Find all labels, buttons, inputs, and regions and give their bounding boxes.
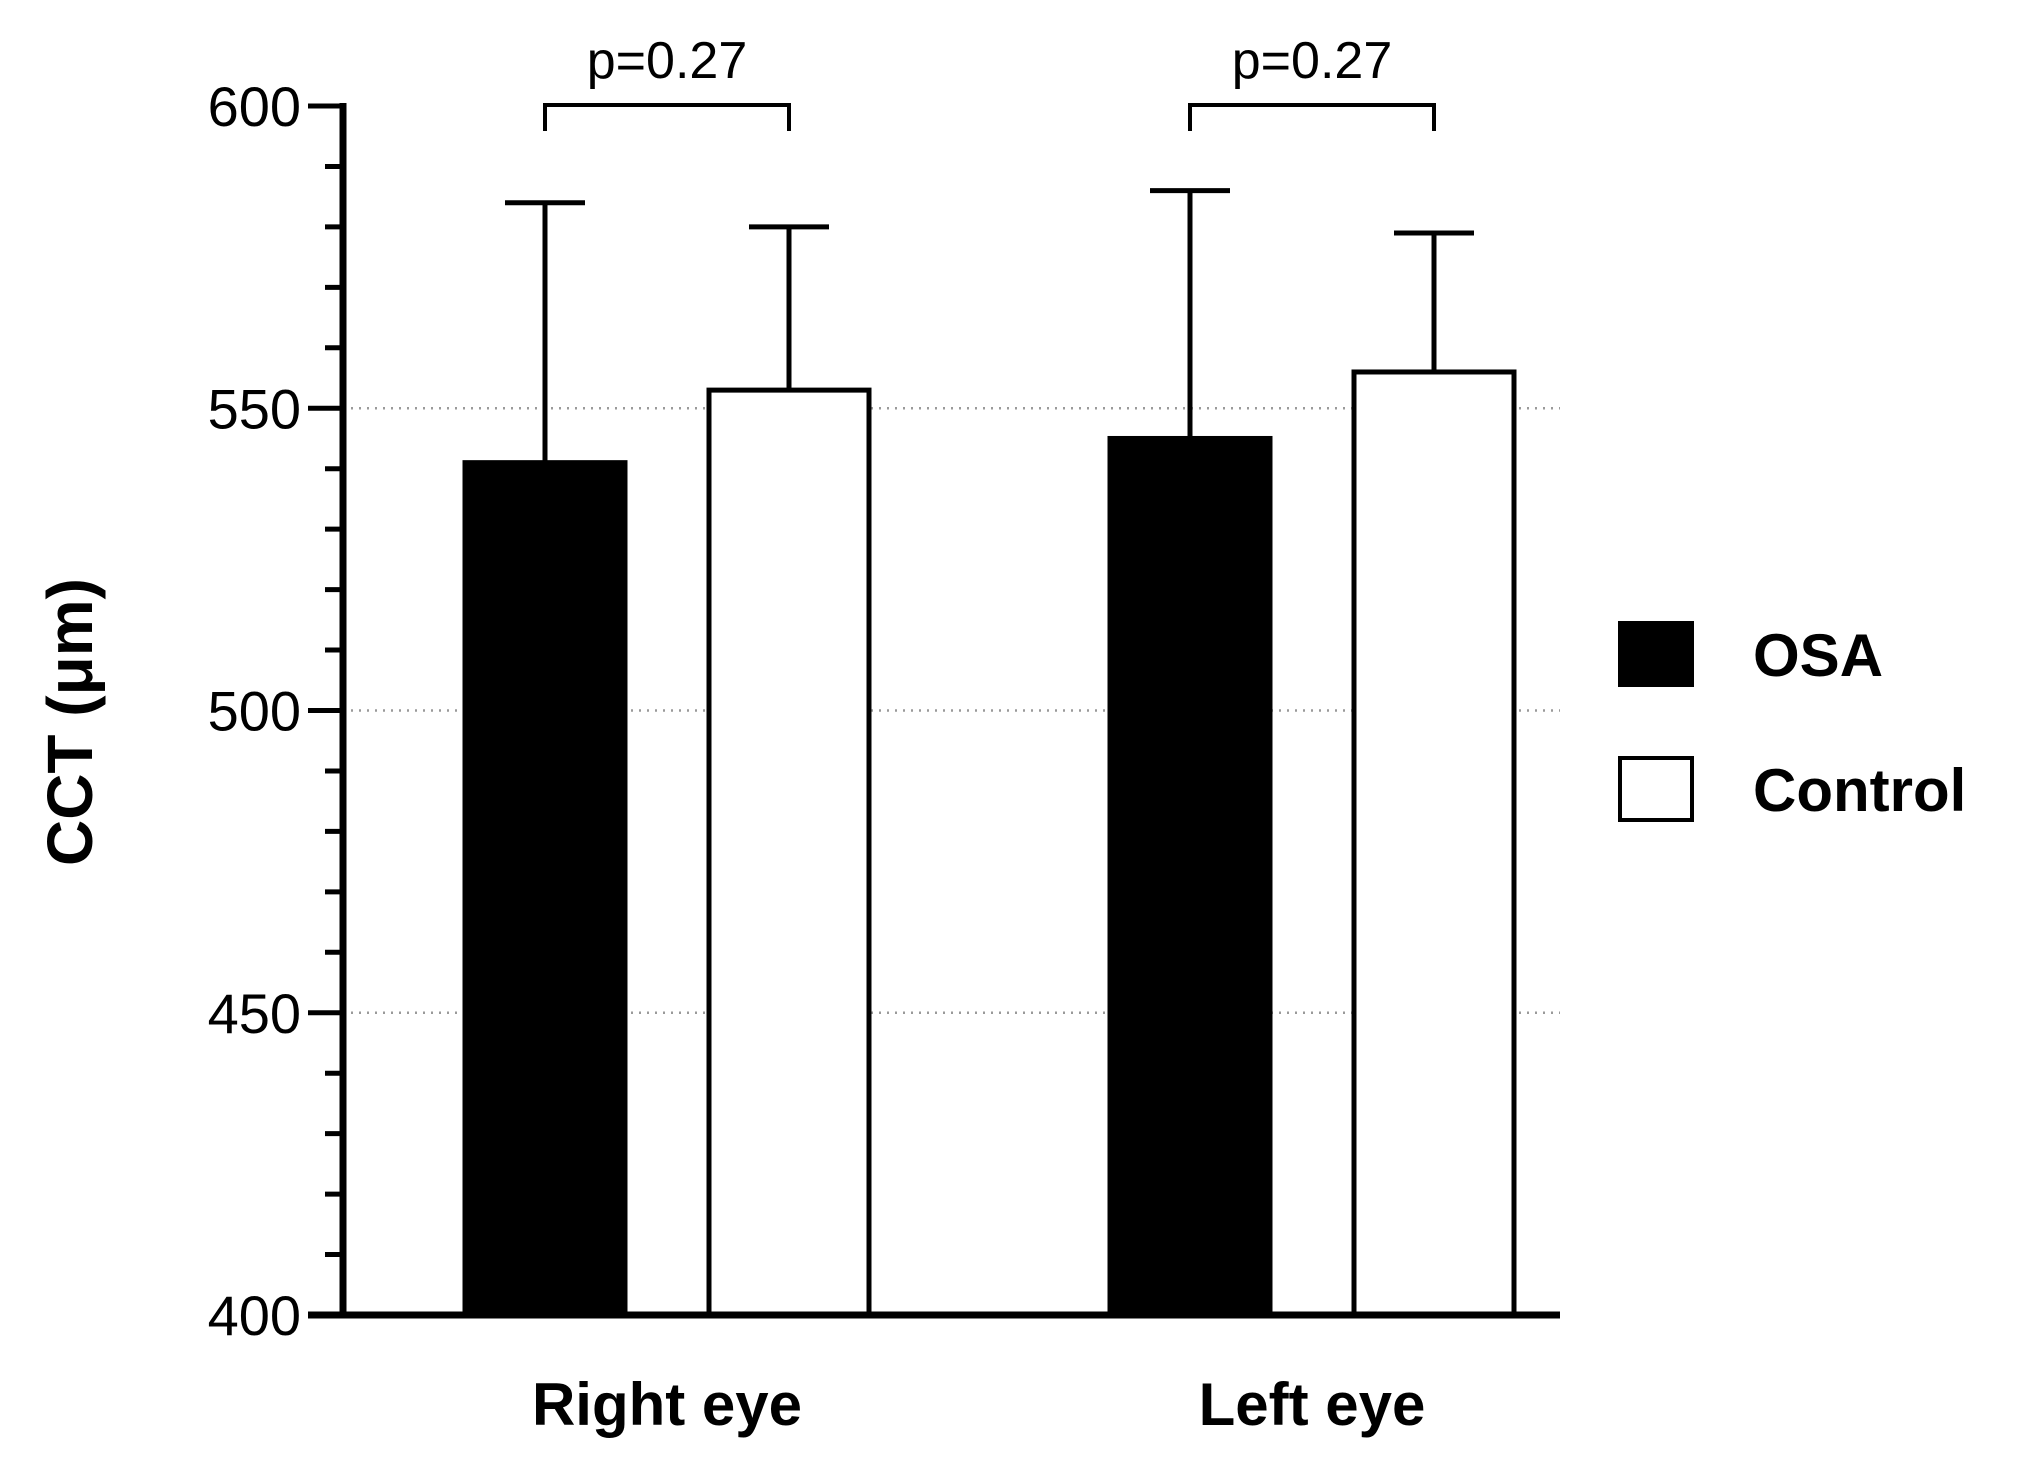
legend-label-control: Control — [1753, 757, 1966, 824]
significance-annotations: p=0.27 p=0.27 — [543, 32, 1436, 131]
legend-label-osa: OSA — [1753, 622, 1883, 689]
legend-swatch-osa — [1618, 621, 1694, 687]
bar-control-right-eye — [706, 387, 872, 1318]
x-tick-label: Left eye — [1199, 1371, 1426, 1438]
legend: OSA Control — [1618, 621, 1966, 824]
y-tick-label: 600 — [208, 75, 301, 138]
gridlines — [343, 407, 1560, 1014]
y-axis-title: CCT (μm) — [34, 578, 106, 866]
y-tick-label: 400 — [208, 1284, 301, 1347]
error-bars — [505, 188, 1474, 463]
y-tick-label: 550 — [208, 377, 301, 440]
p-value-label: p=0.27 — [587, 32, 748, 90]
bar-osa-right-eye — [462, 460, 628, 1318]
bar-osa-left-eye — [1107, 435, 1273, 1318]
y-tick-label: 500 — [208, 680, 301, 743]
legend-swatch-control — [1618, 756, 1694, 822]
axes: Right eye Left eye 400 450 500 550 600 — [208, 75, 1560, 1438]
bar-control-left-eye — [1351, 369, 1517, 1318]
y-tick-label: 450 — [208, 982, 301, 1045]
p-value-label: p=0.27 — [1232, 32, 1393, 90]
significance-bracket — [1188, 103, 1436, 131]
significance-bracket — [543, 103, 791, 131]
x-tick-label: Right eye — [532, 1371, 802, 1438]
bars — [462, 369, 1517, 1318]
